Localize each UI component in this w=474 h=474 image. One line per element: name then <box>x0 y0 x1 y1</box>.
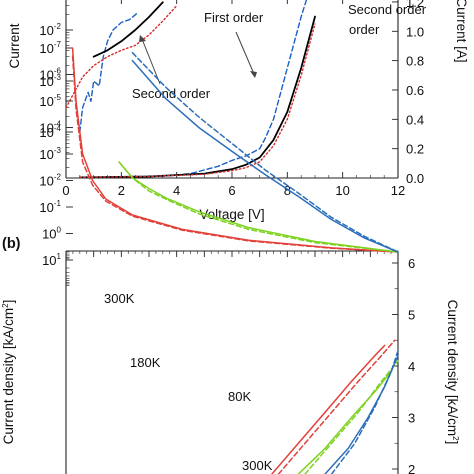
panel-a-y-label: Current <box>7 23 22 68</box>
y-tick-label: 10-4 <box>39 124 61 140</box>
b-y-right-tick-label: 6 <box>408 256 415 271</box>
y-right-tick-label: 0.0 <box>406 171 424 186</box>
annotation-second-order-a: Second order <box>132 86 211 101</box>
x-tick-label: 4 <box>173 183 180 198</box>
annotation-second-order-b: Second order <box>348 2 427 17</box>
annotation-300k-right: 300K <box>242 458 273 473</box>
annotation-second-order-b-line2: order <box>349 22 380 37</box>
annotation-180k: 180K <box>130 355 161 370</box>
series-line-a-2 <box>65 5 178 109</box>
b-y-tick-label: 10-2 <box>39 173 61 189</box>
x-tick-label: 2 <box>118 183 125 198</box>
arrow-head-second-order-a <box>139 35 146 42</box>
b-y-right-tick-label: 3 <box>408 411 415 426</box>
series-line-b-8 <box>297 370 393 474</box>
y-tick-label: 10-3 <box>39 73 61 89</box>
panel-a-y-label-right: Current [A] <box>454 0 469 63</box>
x-tick-label: 6 <box>228 183 235 198</box>
y-right-tick-label: 1.2 <box>406 0 424 10</box>
x-tick-label: 12 <box>391 183 405 198</box>
b-y-tick-label: 101 <box>42 252 61 268</box>
b-y-right-tick-label: 2 <box>408 462 415 474</box>
series-line-b-11 <box>330 349 399 474</box>
y-tick-label: 10-2 <box>39 22 61 38</box>
y-right-tick-label: 0.6 <box>406 83 424 98</box>
series-line-a-0 <box>79 11 139 133</box>
panel-b-y-label: Current density [kA/cm2] <box>1 300 16 445</box>
y-right-tick-label: 0.8 <box>406 54 424 69</box>
series-line-a-1 <box>92 1 164 58</box>
x-tick-label: 8 <box>284 183 291 198</box>
panel-a: 0 2 4 6 8 10 12 10-4 10-3 10-2 0.0 0.2 0.4 0.6 0.8 1.… <box>7 0 469 222</box>
y-right-tick-label: 0.4 <box>406 112 424 127</box>
b-y-right-tick-label: 5 <box>408 308 415 323</box>
annotation-first-order: First order <box>204 10 264 25</box>
series-line-b-3 <box>118 161 399 253</box>
annotation-80k: 80K <box>228 389 251 404</box>
series-line-a-5 <box>79 23 316 179</box>
b-y-right-tick-label: 4 <box>408 359 415 374</box>
panel-b-label: (b) <box>2 236 21 252</box>
b-y-tick-label: 10-3 <box>39 146 61 162</box>
series-line-b-6 <box>271 344 386 474</box>
annotation-300k-left: 300K <box>104 291 135 306</box>
y-right-tick-label: 1.0 <box>406 24 424 39</box>
x-tick-label: 10 <box>335 183 349 198</box>
arrow-head-first-order <box>250 71 257 78</box>
y-right-tick-label: 0.2 <box>406 142 424 157</box>
b-y-tick-label: 10-6 <box>39 67 61 83</box>
arrow-second-order-a <box>141 38 161 85</box>
b-y-tick-label: 10-5 <box>39 93 61 109</box>
b-y-tick-label: 100 <box>42 226 61 242</box>
series-line-b-5 <box>131 51 399 253</box>
arrow-first-order <box>235 31 255 75</box>
x-tick-label: 0 <box>62 183 69 198</box>
series-line-b-7 <box>277 339 396 474</box>
series-line-b-9 <box>304 360 399 474</box>
series-line-b-1 <box>71 55 399 253</box>
b-y-tick-label: 10-4 <box>39 120 61 136</box>
panel-a-x-label: Voltage [V] <box>199 207 264 222</box>
b-y-tick-label: 10-1 <box>39 199 61 215</box>
series-line-b-4 <box>131 59 399 253</box>
b-y-tick-label: 10-7 <box>39 40 61 56</box>
panel-b-y-label-right: Current density [kA/cm2] <box>445 300 460 445</box>
